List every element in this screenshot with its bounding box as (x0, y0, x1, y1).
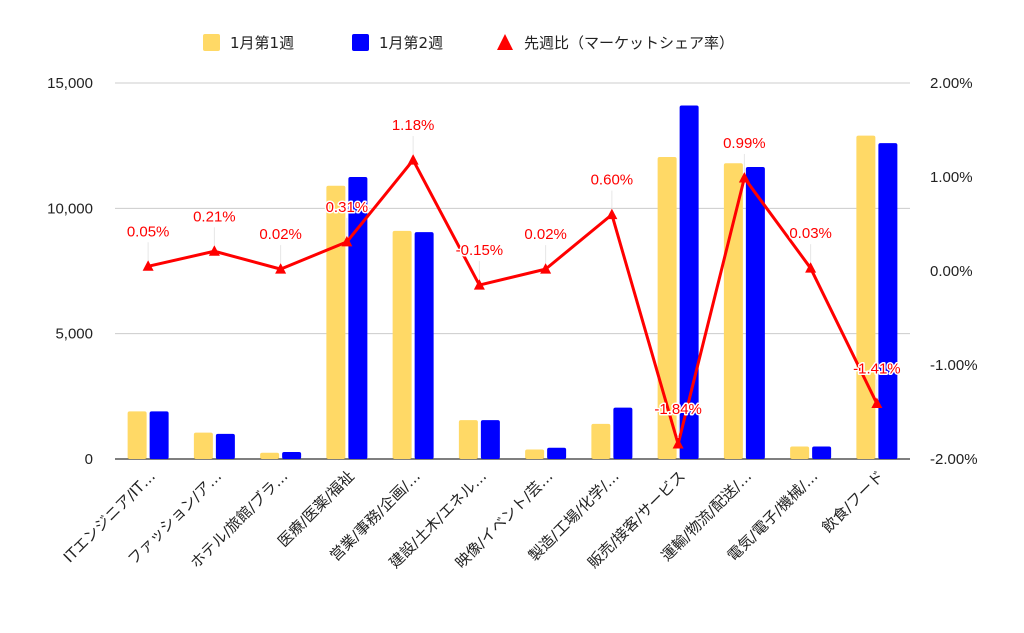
bar-2 (547, 447, 567, 459)
bar-1 (790, 446, 810, 459)
legend-swatch-2 (352, 34, 369, 51)
data-label: -0.15% (456, 242, 504, 259)
legend-label-2: 1月第2週 (379, 34, 443, 52)
bar-2 (679, 105, 699, 459)
line-point-marker (341, 235, 353, 247)
y-right-tick-label: 2.00% (930, 75, 973, 92)
bar-2 (348, 177, 368, 459)
legend-label-1: 1月第1週 (230, 34, 294, 52)
line-point-marker (142, 260, 154, 271)
data-label: 0.02% (524, 226, 567, 243)
bar-1 (127, 411, 147, 459)
category-label: 飲食/フード (818, 467, 887, 536)
line-point-marker (672, 437, 684, 449)
bar-1 (525, 449, 545, 459)
data-label: -1.84% (654, 401, 702, 418)
line-point-marker (208, 245, 220, 256)
bar-1 (392, 230, 412, 459)
bar-2 (745, 166, 765, 459)
y-right-tick-label: 1.00% (930, 169, 973, 186)
data-label: 0.02% (259, 226, 302, 243)
bar-1 (260, 452, 280, 459)
bar-2 (149, 411, 169, 459)
bar-1 (723, 163, 743, 460)
bar-2 (282, 451, 302, 459)
y-left-tick-label: 15,000 (47, 75, 93, 92)
bar-1 (193, 432, 213, 459)
line-series-path (147, 158, 879, 446)
legend-swatch-1 (203, 34, 220, 51)
line-point-marker (407, 154, 419, 165)
y-left-tick-label: 10,000 (47, 200, 93, 217)
y-right-tick-label: 0.00% (930, 263, 973, 280)
data-label: 0.21% (193, 208, 236, 225)
y-right-tick-label: -2.00% (930, 451, 978, 468)
legend-label-3: 先週比（マーケットシェア率） (524, 34, 734, 52)
line-point-marker (871, 397, 883, 409)
bar-2 (480, 420, 500, 459)
bar-1 (326, 185, 346, 460)
bar-1 (657, 156, 677, 460)
y-left-tick-label: 5,000 (55, 326, 93, 343)
bar-2 (878, 143, 898, 459)
data-label: 0.60% (591, 172, 634, 189)
line-point-marker (738, 171, 750, 183)
bar-2 (414, 232, 434, 459)
bar-2 (215, 433, 235, 459)
data-label: 0.03% (789, 225, 832, 242)
line-point-marker (473, 279, 485, 290)
bar-2 (613, 407, 633, 459)
bar-1 (591, 423, 611, 459)
data-label: 0.99% (723, 135, 766, 152)
line-point-marker (540, 263, 552, 274)
line-point-marker (805, 262, 817, 273)
y-right-tick-label: -1.00% (930, 357, 978, 374)
legend-swatch-triangle (497, 34, 513, 50)
data-label: -1.41% (853, 361, 901, 378)
data-label: 1.18% (392, 117, 435, 134)
bar-2 (812, 446, 832, 459)
line-point-marker (606, 208, 618, 220)
line-point-marker (275, 263, 287, 274)
data-label: 0.05% (127, 223, 170, 240)
bar-1 (458, 420, 478, 459)
y-left-tick-label: 0 (85, 451, 93, 468)
data-label: 0.31% (326, 199, 369, 216)
bar-1 (856, 135, 876, 459)
